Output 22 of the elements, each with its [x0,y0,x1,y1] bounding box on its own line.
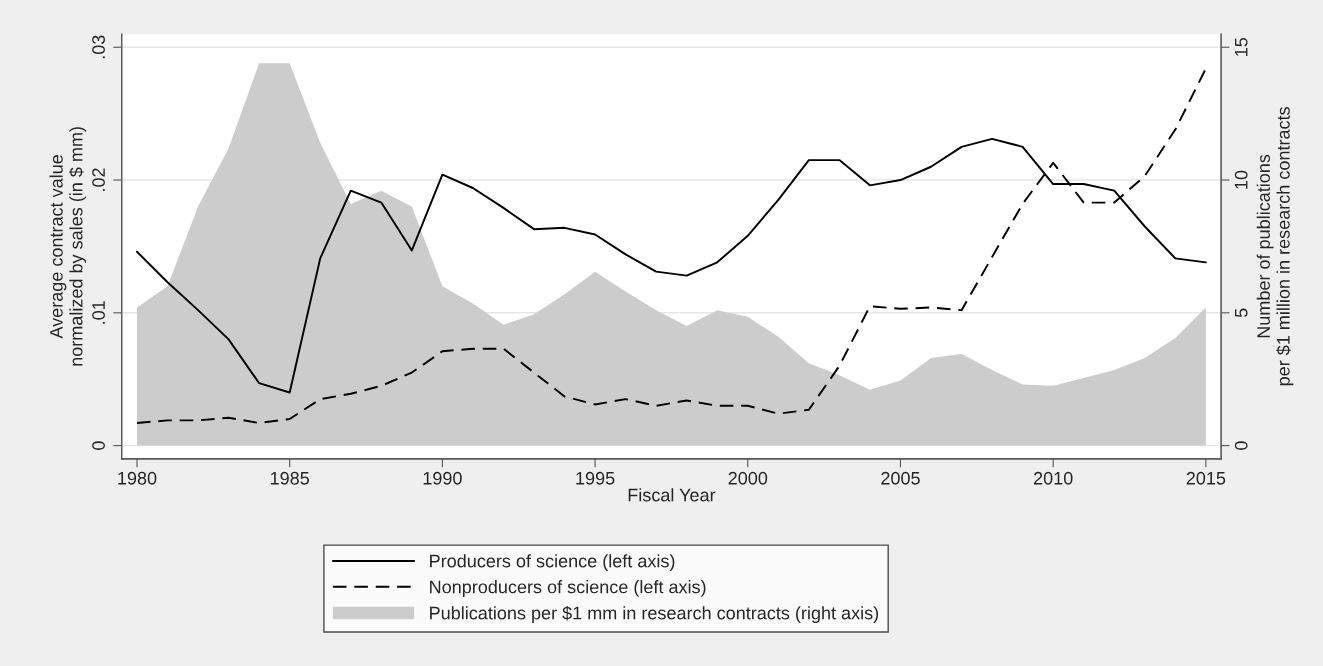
x-tick-label: 1985 [270,471,310,485]
y2-tick-label: 0 [1234,441,1248,450]
x-tick-label: 2005 [881,471,920,485]
y2-tick-label: 15 [1234,37,1248,56]
y-tick-label: .03 [92,35,105,59]
y2-tick-label: 10 [1234,170,1248,189]
y-axis-title: Average contract value normalized by sales (in $ mm) [49,127,87,366]
legend-label: Publications per $1 mm in research contracts (right axis) [430,605,879,624]
y2-tick-label: 5 [1234,308,1248,318]
y2-axis-title: Number of publications per $1 million in research contracts [1256,107,1294,386]
x-tick-label: 2015 [1186,471,1226,485]
x-tick-label: 2000 [728,471,768,485]
legend-label: Nonproducers of science (left axis) [430,580,706,597]
legend-label: Producers of science (left axis) [430,554,675,572]
x-tick-label: 1990 [423,471,462,485]
y-tick-label: .02 [92,168,105,191]
y-tick-label: .01 [92,301,105,324]
x-axis-title: Fiscal Year [628,488,716,502]
x-tick-label: 2010 [1033,471,1073,485]
y-tick-label: 0 [92,441,105,450]
x-tick-label: 1980 [118,471,157,485]
x-tick-label: 1995 [576,471,615,485]
